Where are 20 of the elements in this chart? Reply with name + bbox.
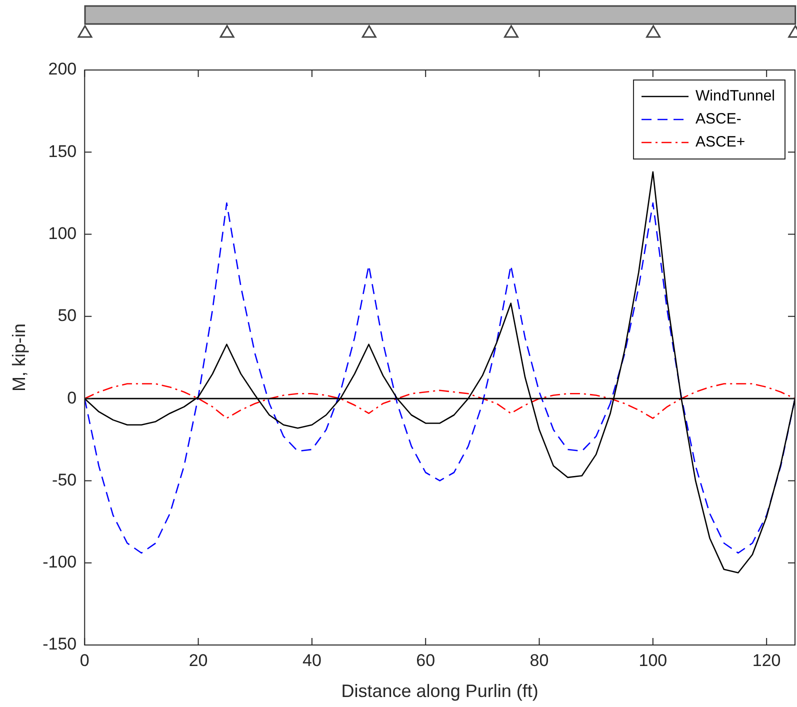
y-tick-label: -100	[42, 552, 77, 572]
x-tick-label: 120	[752, 650, 781, 670]
x-axis-title: Distance along Purlin (ft)	[341, 681, 538, 702]
x-tick-label: 60	[416, 650, 436, 670]
x-tick-label: 40	[302, 650, 322, 670]
x-tick-label: 80	[530, 650, 549, 670]
x-tick-label: 100	[638, 650, 668, 670]
y-tick-label: 150	[48, 142, 77, 161]
x-tick-label: 20	[188, 650, 208, 670]
y-tick-label: 100	[48, 224, 77, 243]
y-tick-label: -50	[52, 470, 77, 490]
legend-label: ASCE+	[696, 134, 746, 151]
y-axis-title: M, kip-in	[8, 323, 29, 392]
y-tick-label: 0	[67, 388, 77, 408]
y-tick-label: 200	[48, 60, 77, 79]
y-tick-label: -150	[42, 634, 77, 654]
y-tick-label: 50	[58, 306, 77, 326]
legend-label: ASCE-	[696, 110, 742, 128]
x-tick-label: 0	[80, 650, 90, 670]
legend-label: WindTunnel	[696, 88, 775, 105]
